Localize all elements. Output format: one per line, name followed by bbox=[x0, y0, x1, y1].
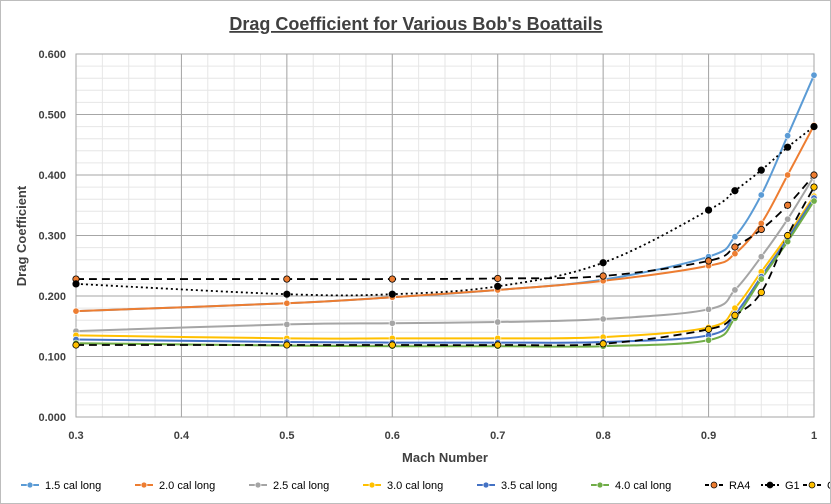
x-tick-label: 1 bbox=[811, 430, 817, 442]
data-point bbox=[731, 250, 739, 258]
data-point bbox=[72, 280, 80, 288]
y-tick-label: 0.300 bbox=[38, 231, 66, 243]
data-point bbox=[283, 341, 291, 349]
data-point bbox=[784, 231, 792, 240]
data-point bbox=[731, 233, 739, 241]
legend-label: 3.5 cal long bbox=[501, 480, 557, 492]
legend-marker bbox=[766, 481, 774, 489]
data-point bbox=[704, 325, 713, 333]
legend-marker bbox=[368, 481, 376, 489]
data-point bbox=[731, 311, 739, 319]
legend-marker bbox=[140, 481, 148, 489]
legend: 1.5 cal long 2.0 cal long 2.5 cal long 3.0 … bbox=[21, 480, 830, 492]
data-point bbox=[72, 307, 80, 315]
data-point bbox=[731, 243, 739, 251]
legend-label: 4.0 cal long bbox=[615, 480, 671, 492]
data-point bbox=[705, 336, 713, 344]
data-point bbox=[599, 259, 607, 267]
tick-labels: 0.3 0.4 0.5 0.6 0.7 0.8 0.9 1 0.000 0.100 0.200 0.3… bbox=[38, 49, 817, 442]
x-axis-label: Mach Number bbox=[402, 450, 488, 465]
data-point bbox=[731, 304, 739, 312]
data-point bbox=[784, 171, 792, 179]
plot-area-border bbox=[75, 53, 815, 418]
legend-label: 2.5 cal long bbox=[273, 480, 329, 492]
x-tick-label: 0.3 bbox=[68, 430, 83, 442]
data-point bbox=[388, 290, 396, 298]
y-tick-label: 0.000 bbox=[38, 412, 66, 424]
legend-label: G1 bbox=[785, 480, 800, 492]
data-point bbox=[757, 166, 765, 174]
legend-label: 2.0 cal long bbox=[159, 480, 215, 492]
data-point bbox=[388, 319, 396, 327]
x-tick-label: 0.6 bbox=[385, 430, 400, 442]
data-point bbox=[784, 238, 792, 246]
data-point bbox=[494, 282, 502, 290]
chart-title: Drag Coefficient for Various Bob's Boatt… bbox=[229, 14, 602, 34]
data-point bbox=[784, 132, 792, 140]
series-line bbox=[75, 125, 815, 297]
data-point bbox=[283, 275, 291, 283]
data-point bbox=[388, 341, 396, 349]
data-point bbox=[283, 290, 291, 298]
data-point bbox=[494, 341, 502, 349]
y-tick-label: 0.500 bbox=[38, 110, 66, 122]
legend-label: 3.0 cal long bbox=[387, 480, 443, 492]
data-point bbox=[705, 305, 713, 313]
legend-marker bbox=[482, 481, 490, 489]
data-point bbox=[757, 275, 765, 283]
x-tick-label: 0.4 bbox=[174, 430, 190, 442]
y-axis-label: Drag Coefficient bbox=[14, 185, 29, 286]
legend-marker bbox=[26, 481, 34, 489]
data-point bbox=[810, 123, 818, 131]
data-point bbox=[494, 274, 502, 283]
data-point bbox=[757, 191, 765, 199]
data-point bbox=[810, 197, 818, 205]
grid bbox=[75, 53, 815, 418]
series-markers bbox=[72, 71, 818, 350]
x-tick-label: 0.8 bbox=[595, 430, 610, 442]
y-tick-label: 0.100 bbox=[38, 352, 66, 364]
data-point bbox=[757, 253, 765, 261]
data-point bbox=[784, 215, 792, 223]
data-point bbox=[757, 225, 765, 234]
data-point bbox=[704, 257, 713, 265]
legend-label: G7 bbox=[827, 480, 830, 492]
y-tick-label: 0.200 bbox=[38, 291, 66, 303]
data-point bbox=[72, 341, 80, 349]
legend-marker bbox=[596, 481, 604, 489]
x-tick-label: 0.5 bbox=[279, 430, 294, 442]
data-point bbox=[704, 206, 713, 214]
data-point bbox=[810, 71, 818, 79]
data-point bbox=[757, 219, 765, 227]
legend-marker bbox=[808, 481, 816, 489]
data-point bbox=[784, 143, 792, 151]
x-tick-label: 0.7 bbox=[490, 430, 505, 442]
data-point bbox=[283, 320, 291, 328]
data-point bbox=[599, 315, 607, 323]
legend-marker bbox=[710, 481, 718, 489]
legend-label: RA4 bbox=[729, 480, 750, 492]
data-point bbox=[599, 340, 607, 348]
x-tick-label: 0.9 bbox=[701, 430, 716, 442]
data-point bbox=[810, 171, 818, 179]
data-point bbox=[731, 286, 739, 294]
data-point bbox=[283, 299, 291, 307]
y-tick-label: 0.400 bbox=[38, 170, 66, 182]
data-point bbox=[784, 201, 792, 209]
data-point bbox=[731, 187, 739, 195]
data-point bbox=[599, 272, 607, 280]
data-point bbox=[757, 288, 765, 296]
data-point bbox=[810, 183, 818, 191]
data-point bbox=[494, 318, 502, 326]
y-tick-label: 0.600 bbox=[38, 49, 66, 61]
legend-label: 1.5 cal long bbox=[45, 480, 101, 492]
legend-marker bbox=[254, 481, 262, 489]
data-point bbox=[388, 275, 396, 283]
